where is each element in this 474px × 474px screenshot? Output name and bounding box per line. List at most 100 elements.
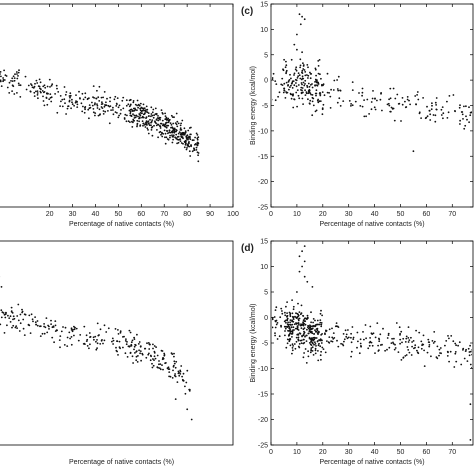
data-point: [146, 111, 149, 114]
data-point: [35, 90, 37, 93]
data-point: [131, 355, 134, 358]
data-point: [186, 143, 189, 146]
data-point: [97, 334, 100, 337]
data-point: [274, 320, 277, 322]
data-point: [301, 250, 303, 253]
data-point: [107, 110, 109, 112]
data-point: [295, 336, 298, 339]
data-point: [370, 341, 373, 344]
data-point: [50, 323, 52, 325]
data-point: [293, 72, 296, 75]
data-point: [33, 91, 36, 94]
data-point: [103, 105, 106, 108]
data-point: [66, 336, 69, 339]
data-point: [167, 132, 169, 135]
x-axis-label: Percentage of native contacts (%): [69, 221, 174, 228]
data-point: [305, 334, 308, 337]
data-point: [283, 89, 286, 92]
data-point: [342, 100, 345, 102]
scatter-points: [0, 276, 193, 421]
data-point: [315, 81, 318, 84]
data-point: [469, 344, 471, 347]
data-point: [411, 341, 413, 343]
data-point: [164, 112, 167, 115]
data-point: [43, 332, 46, 335]
data-point: [289, 73, 291, 76]
data-point: [164, 123, 167, 126]
x-tick-label: 100: [227, 211, 239, 218]
data-point: [317, 101, 320, 104]
data-point: [309, 99, 312, 102]
data-point: [154, 113, 157, 115]
data-point: [304, 335, 306, 338]
y-tick-label: 15: [260, 239, 268, 246]
data-point: [314, 343, 317, 345]
data-point: [84, 343, 86, 345]
data-point: [302, 103, 304, 105]
y-tick-label: -20: [258, 417, 268, 424]
data-point: [411, 345, 413, 348]
data-point: [371, 97, 374, 100]
data-point: [350, 105, 352, 107]
data-point: [165, 126, 168, 129]
data-point: [356, 346, 358, 349]
data-point: [359, 342, 362, 345]
data-point: [312, 321, 314, 324]
data-point: [176, 381, 179, 383]
data-point: [430, 108, 433, 111]
data-point: [306, 84, 308, 87]
data-point: [92, 336, 95, 339]
data-point: [54, 324, 57, 327]
data-point: [133, 336, 136, 339]
data-point: [392, 342, 395, 345]
data-point: [461, 111, 464, 113]
data-point: [112, 106, 114, 109]
data-point: [94, 114, 96, 117]
data-point: [319, 321, 322, 324]
data-point: [280, 325, 282, 328]
data-point: [181, 132, 184, 135]
data-point: [452, 340, 455, 343]
data-point: [139, 114, 142, 117]
data-point: [187, 137, 189, 140]
data-point: [88, 347, 90, 350]
data-point: [142, 103, 145, 106]
data-point: [89, 335, 92, 338]
data-point: [111, 340, 113, 343]
data-point: [166, 129, 168, 132]
x-tick-label: 0: [269, 211, 273, 218]
data-point: [298, 13, 301, 16]
data-point: [390, 342, 393, 344]
data-point: [188, 141, 190, 143]
data-point: [407, 326, 410, 328]
data-point: [118, 104, 121, 107]
data-point: [430, 355, 432, 358]
data-point: [363, 338, 365, 341]
data-point: [57, 91, 60, 93]
data-point: [93, 338, 95, 341]
data-point: [295, 79, 298, 82]
data-point: [175, 123, 178, 126]
data-point: [93, 97, 95, 99]
data-point: [170, 126, 172, 129]
data-point: [136, 109, 138, 112]
data-point: [123, 118, 126, 120]
data-point: [423, 349, 425, 352]
data-point: [285, 325, 287, 328]
data-point: [431, 104, 433, 107]
data-point: [161, 135, 164, 138]
data-point: [296, 33, 298, 36]
data-point: [195, 132, 198, 135]
data-point: [165, 121, 168, 124]
data-point: [186, 408, 189, 411]
data-point: [471, 353, 472, 356]
data-point: [319, 100, 322, 102]
data-point: [150, 113, 153, 115]
data-point: [377, 350, 380, 352]
data-point: [122, 346, 124, 349]
data-point: [116, 103, 118, 105]
data-point: [274, 326, 277, 329]
data-point: [159, 363, 162, 365]
data-point: [159, 125, 161, 127]
data-point: [173, 360, 176, 363]
